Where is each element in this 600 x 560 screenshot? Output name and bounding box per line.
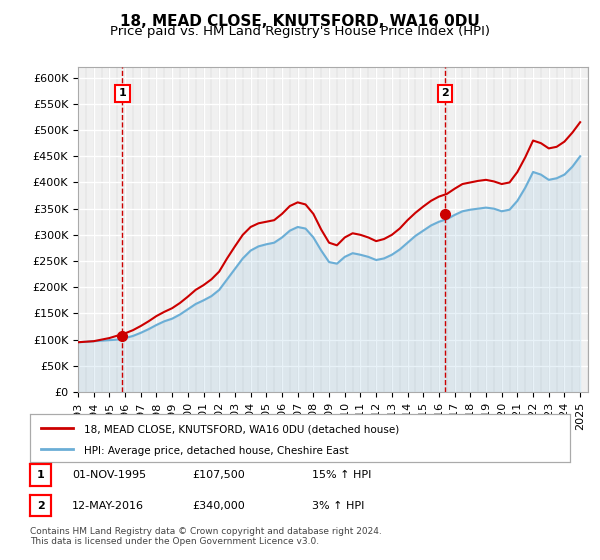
Text: 2: 2 — [441, 88, 449, 99]
Text: 1: 1 — [37, 470, 44, 480]
Text: 01-NOV-1995: 01-NOV-1995 — [72, 470, 146, 480]
Text: 3% ↑ HPI: 3% ↑ HPI — [312, 501, 364, 511]
Text: 12-MAY-2016: 12-MAY-2016 — [72, 501, 144, 511]
Text: 2: 2 — [37, 501, 44, 511]
Text: £340,000: £340,000 — [192, 501, 245, 511]
Text: £107,500: £107,500 — [192, 470, 245, 480]
Text: Price paid vs. HM Land Registry's House Price Index (HPI): Price paid vs. HM Land Registry's House … — [110, 25, 490, 38]
Text: 1: 1 — [119, 88, 126, 99]
Text: 18, MEAD CLOSE, KNUTSFORD, WA16 0DU: 18, MEAD CLOSE, KNUTSFORD, WA16 0DU — [120, 14, 480, 29]
Text: 15% ↑ HPI: 15% ↑ HPI — [312, 470, 371, 480]
Text: Contains HM Land Registry data © Crown copyright and database right 2024.
This d: Contains HM Land Registry data © Crown c… — [30, 526, 382, 546]
Text: 18, MEAD CLOSE, KNUTSFORD, WA16 0DU (detached house): 18, MEAD CLOSE, KNUTSFORD, WA16 0DU (det… — [84, 424, 399, 435]
Text: HPI: Average price, detached house, Cheshire East: HPI: Average price, detached house, Ches… — [84, 446, 349, 456]
